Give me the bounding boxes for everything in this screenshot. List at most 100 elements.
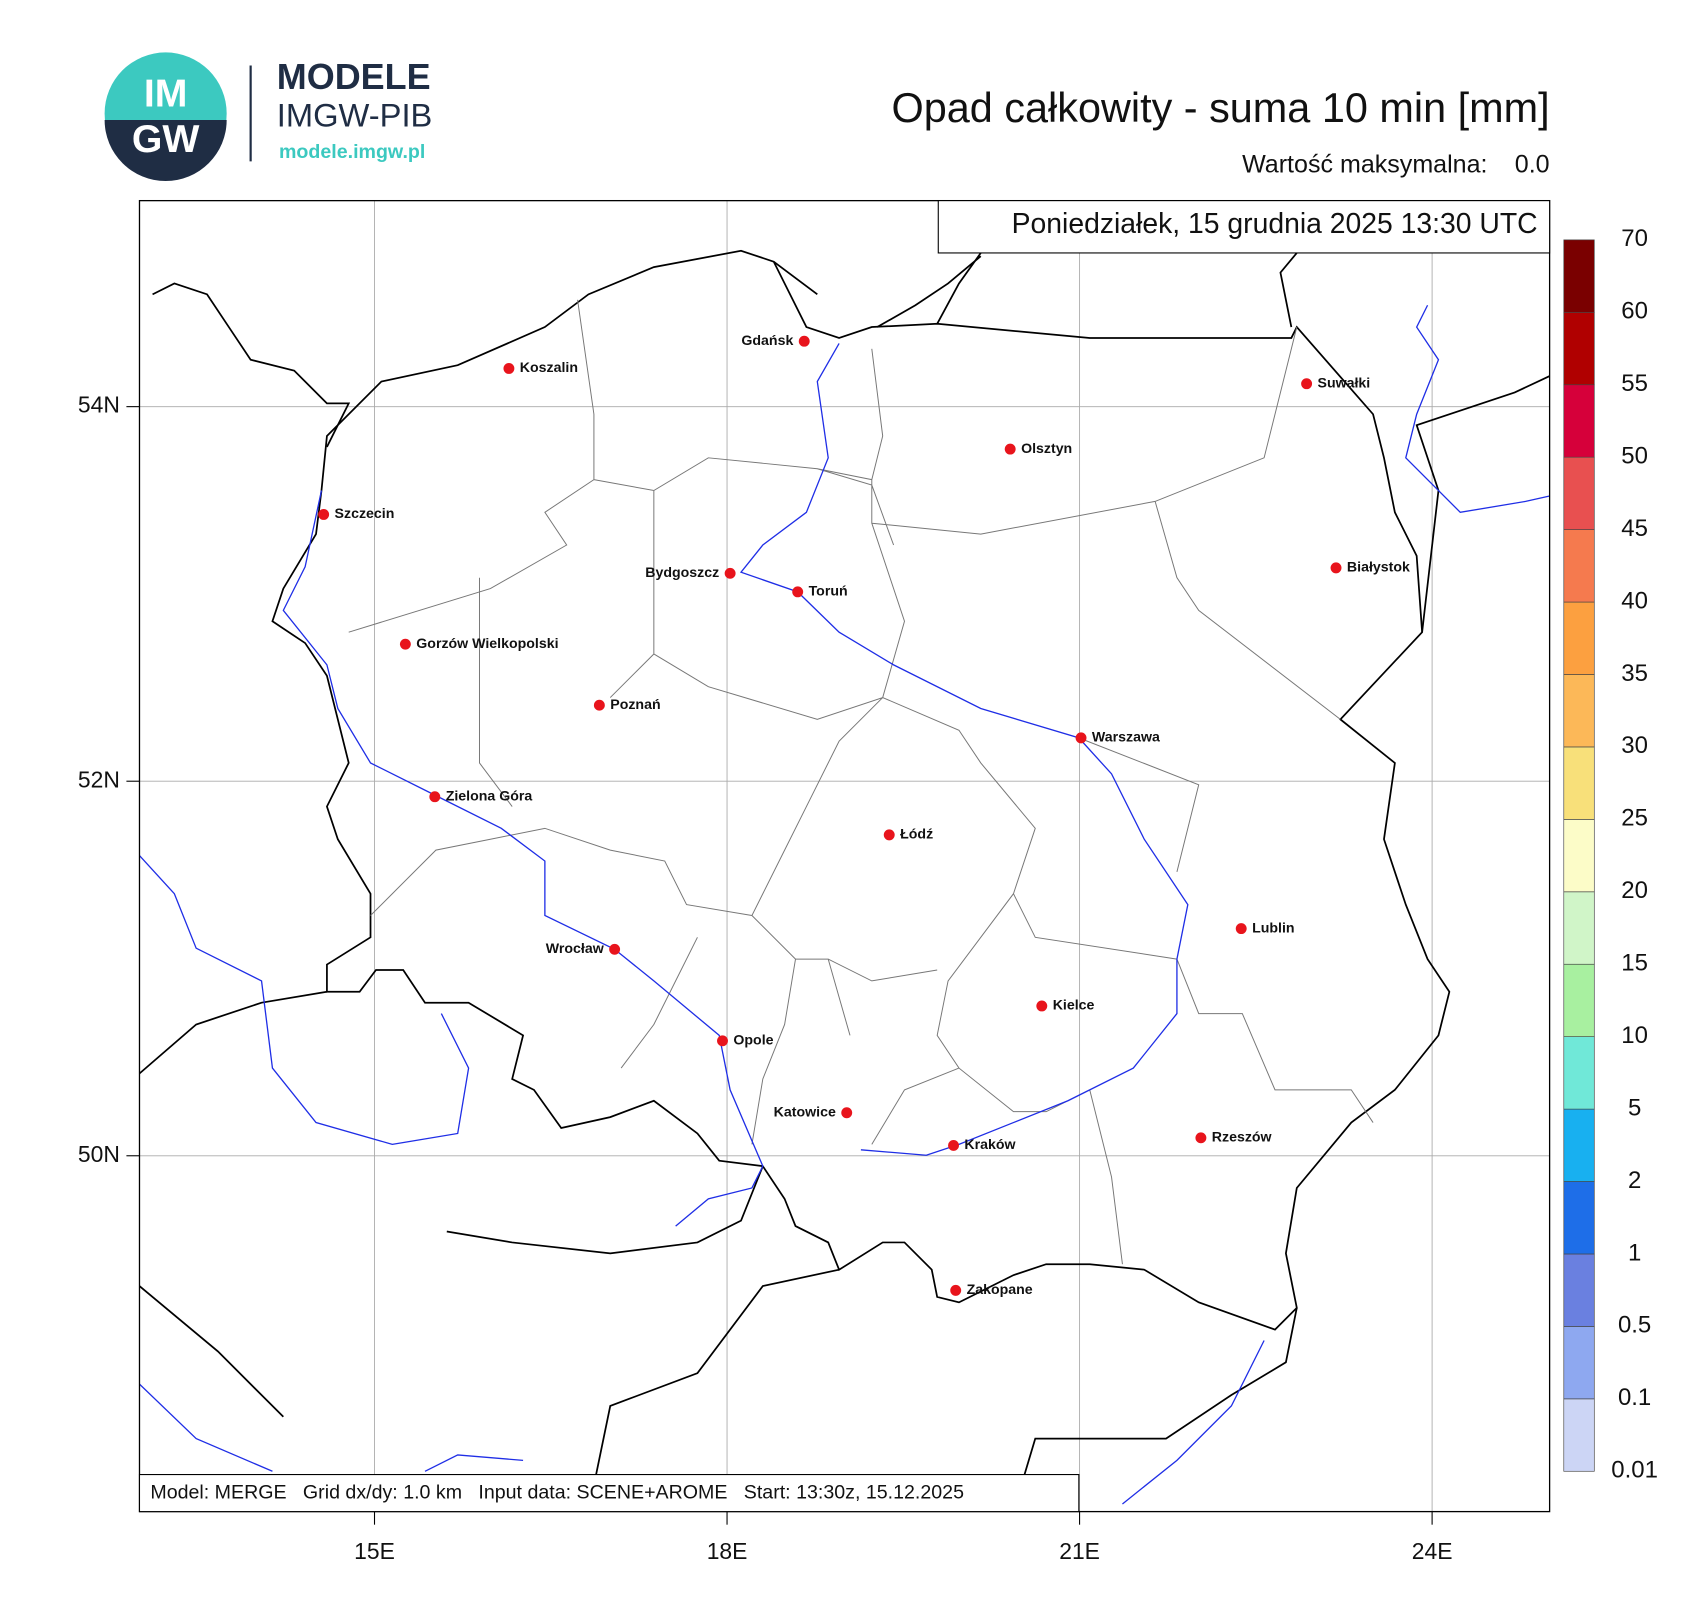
city-marker — [503, 363, 515, 374]
city-label: Warszawa — [1092, 730, 1160, 746]
x-tick-label: 18E — [707, 1538, 748, 1564]
city-label: Białystok — [1347, 560, 1410, 576]
brand: MODELE — [277, 56, 431, 97]
city-marker — [724, 567, 736, 579]
colorbar-box — [1563, 1181, 1595, 1255]
city-marker — [1301, 378, 1313, 390]
city-marker — [950, 1284, 962, 1296]
logo-text: GW — [132, 117, 200, 161]
colorbar-box — [1563, 891, 1595, 965]
city-label: Zakopane — [967, 1282, 1033, 1298]
x-tick-label: 24E — [1412, 1538, 1453, 1564]
city-label: Gorzów Wielkopolski — [416, 636, 558, 652]
colorbar-label: 70 — [1621, 225, 1648, 252]
city-label: Łódź — [900, 827, 933, 843]
city-marker — [883, 829, 895, 841]
footer-box — [138, 1474, 1080, 1513]
city-label: Olsztyn — [1021, 441, 1072, 457]
max-value: 0.0 — [1515, 150, 1550, 178]
city-label: Wrocław — [546, 941, 605, 957]
river — [739, 343, 1189, 1156]
colorbar-label: 5 — [1628, 1094, 1641, 1121]
city-marker — [841, 1107, 853, 1119]
y-tick-label: 54N — [78, 392, 120, 418]
river — [139, 304, 1550, 1505]
colorbar-label: 15 — [1621, 950, 1648, 977]
city-marker — [1330, 562, 1342, 574]
borders — [138, 249, 1550, 1512]
city-marker — [948, 1140, 959, 1151]
colorbar-label: 1 — [1628, 1239, 1641, 1266]
colorbar-label: 20 — [1621, 877, 1648, 904]
logo-lower — [104, 120, 227, 182]
plot: Gdańsk Koszalin Suwałki Olsztyn Szczecin Biał… — [138, 199, 1551, 1513]
city-label: Katowice — [774, 1104, 836, 1120]
colorbar-box — [1563, 1253, 1595, 1327]
colorbar-box — [1563, 456, 1595, 530]
date: Poniedziałek, 15 grudnia 2025 13:30 UTC — [1012, 208, 1538, 240]
colorbar-box — [1563, 239, 1595, 313]
colorbar-box — [1563, 529, 1595, 603]
region-border — [348, 299, 1374, 1265]
city-marker — [1235, 923, 1247, 935]
colorbar-label: 2 — [1628, 1167, 1641, 1194]
city-label: Koszalin — [520, 360, 578, 376]
colorbar-label: 0.1 — [1618, 1384, 1651, 1411]
city-label: Toruń — [809, 584, 848, 600]
city-label: Gdańsk — [741, 333, 793, 349]
rivers — [139, 304, 1550, 1505]
river — [282, 490, 764, 1227]
date-box — [937, 200, 1551, 254]
logo: IM GW MODELE IMGW-PIB modele.imgw.pl — [104, 52, 433, 182]
city-marker — [429, 791, 441, 803]
colorbar-box — [1563, 963, 1595, 1037]
brand-url: modele.imgw.pl — [279, 141, 425, 163]
city-label: Rzeszów — [1212, 1130, 1273, 1146]
city-marker — [593, 699, 605, 711]
colorbar-box — [1563, 1036, 1595, 1110]
city-label: Lublin — [1252, 920, 1294, 936]
city-label: Kraków — [964, 1137, 1016, 1153]
max-label: Wartość maksymalna: — [1242, 150, 1487, 178]
regions — [348, 299, 1374, 1265]
colorbar-label: 0.01 — [1611, 1457, 1658, 1484]
colorbar-label: 30 — [1621, 732, 1648, 759]
colorbar-label: 60 — [1621, 298, 1648, 325]
city-label: Opole — [733, 1033, 773, 1049]
colorbar-box — [1563, 746, 1595, 820]
colorbar-box — [1563, 311, 1595, 386]
colorbar-label: 10 — [1621, 1022, 1648, 1049]
brand-sub: IMGW-PIB — [277, 96, 433, 133]
y-tick-label: 50N — [78, 1141, 120, 1167]
colorbar-box — [1563, 819, 1595, 893]
y-tick-label: 52N — [78, 766, 120, 792]
city-marker — [1036, 1000, 1048, 1012]
city-label: Kielce — [1053, 998, 1095, 1014]
x-tick-label: 15E — [354, 1538, 395, 1564]
x-tick-label: 21E — [1059, 1538, 1100, 1564]
city-marker — [717, 1035, 728, 1047]
logo-text: IM — [144, 71, 188, 115]
colorbar-label: 25 — [1621, 805, 1648, 832]
colorbar-box — [1563, 384, 1595, 458]
colorbar-box — [1563, 601, 1595, 675]
colorbar-label: 40 — [1621, 587, 1648, 614]
title: Opad całkowity - suma 10 min [mm] — [892, 85, 1550, 131]
city-marker — [1195, 1132, 1207, 1144]
city-marker — [792, 586, 804, 598]
city-label: Poznań — [610, 697, 660, 713]
colorbar-label: 45 — [1621, 515, 1648, 542]
colorbar-box — [1563, 1398, 1595, 1472]
city-marker — [399, 638, 411, 650]
city-marker — [609, 943, 621, 955]
city-label: Szczecin — [335, 506, 395, 522]
colorbar-label: 50 — [1621, 443, 1648, 470]
colorbar-box — [1563, 1326, 1595, 1400]
poland-border — [271, 249, 1451, 1331]
colorbar-label: 35 — [1621, 660, 1648, 687]
city-label: Zielona Góra — [446, 788, 533, 804]
city-marker — [798, 335, 810, 347]
plot-frame — [138, 199, 1551, 1513]
footer: Model: MERGE Grid dx/dy: 1.0 km Input da… — [150, 1481, 964, 1503]
